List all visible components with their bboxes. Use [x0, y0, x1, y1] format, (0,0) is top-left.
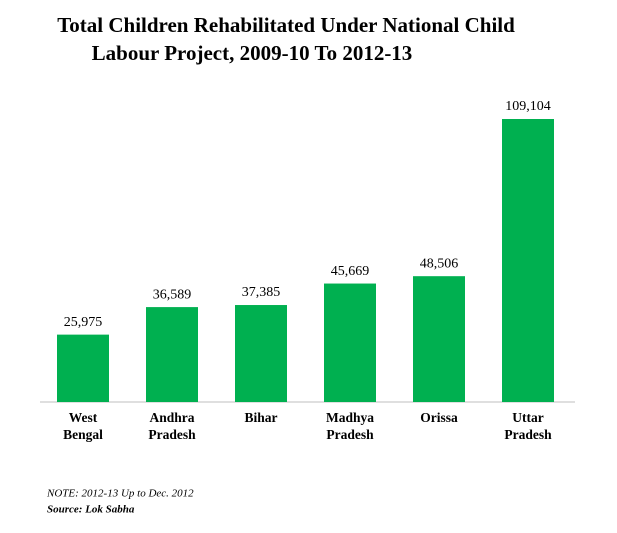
x-tick-label: Madhya Pradesh: [326, 410, 374, 442]
value-label: 109,104: [505, 99, 551, 114]
bar: [146, 307, 198, 402]
note: NOTE: 2012-13 Up to Dec. 2012: [46, 488, 194, 500]
x-tick-label: Andhra Pradesh: [148, 410, 196, 442]
x-tick-label: Bihar: [244, 410, 277, 425]
value-label: 45,669: [331, 264, 370, 279]
value-label: 36,589: [153, 287, 192, 302]
bar: [502, 119, 554, 402]
chart-title: Total Children Rehabilitated Under Natio…: [57, 13, 515, 37]
x-tick-label: Orissa: [420, 410, 458, 425]
chart-title: Labour Project, 2009-10 To 2012-13: [92, 41, 413, 65]
source: Source: Lok Sabha: [47, 504, 135, 516]
bar: [235, 305, 287, 402]
bar: [324, 283, 376, 402]
value-label: 25,975: [64, 315, 103, 330]
value-label: 48,506: [420, 256, 459, 271]
bar: [57, 334, 109, 402]
x-tick-label: Uttar Pradesh: [504, 410, 552, 442]
value-label: 37,385: [242, 285, 281, 300]
x-tick-label: West Bengal: [63, 410, 103, 442]
bar: [413, 276, 465, 402]
